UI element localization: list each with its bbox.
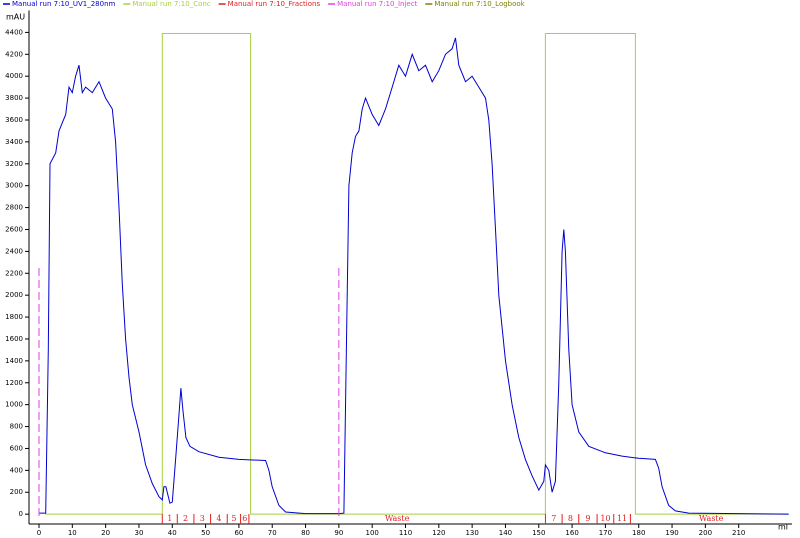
x-tick-label: 0 (37, 529, 41, 537)
x-axis-label: ml (778, 523, 788, 532)
y-tick-label: 600 (10, 444, 23, 452)
y-tick-label: 2600 (5, 225, 23, 233)
y-tick-label: 1400 (5, 357, 23, 365)
x-tick-label: 170 (599, 529, 612, 537)
x-tick-label: 50 (201, 529, 210, 537)
fraction-label: 3 (200, 514, 205, 523)
y-tick-label: 3400 (5, 138, 23, 146)
x-tick-label: 40 (168, 529, 177, 537)
y-tick-label: 2000 (5, 291, 23, 299)
x-tick-label: 60 (234, 529, 243, 537)
x-tick-label: 160 (565, 529, 578, 537)
y-tick-label: 2400 (5, 247, 23, 255)
series-line (39, 37, 789, 515)
legend-label: Manual run 7:10_Logbook (434, 0, 525, 8)
x-tick-label: 20 (101, 529, 110, 537)
x-tick-label: 180 (632, 529, 645, 537)
fraction-label: 9 (585, 514, 590, 523)
x-tick-label: 80 (301, 529, 310, 537)
series-line (45, 33, 789, 515)
y-tick-label: 200 (10, 488, 23, 496)
y-tick-label: 2200 (5, 269, 23, 277)
fraction-label: Waste (385, 514, 410, 523)
fraction-label: 5 (231, 514, 236, 523)
y-tick-label: 0 (19, 510, 23, 518)
fraction-label: 4 (216, 514, 221, 523)
y-tick-label: 800 (10, 423, 23, 431)
y-tick-label: 1600 (5, 335, 23, 343)
x-tick-label: 90 (334, 529, 343, 537)
legend-label: Manual run 7:10_Inject (337, 0, 417, 8)
y-tick-label: 1200 (5, 379, 23, 387)
fraction-label: 7 (551, 514, 556, 523)
fraction-label: 6 (242, 514, 247, 523)
y-tick-label: 1800 (5, 313, 23, 321)
x-tick-label: 130 (465, 529, 478, 537)
legend-label: Manual run 7:10_Conc (132, 0, 210, 8)
x-tick-label: 190 (665, 529, 678, 537)
x-tick-label: 120 (432, 529, 445, 537)
legend-label: Manual run 7:10_UV1_280nm (12, 0, 116, 8)
x-tick-label: 150 (532, 529, 545, 537)
y-tick-label: 1000 (5, 401, 23, 409)
x-tick-label: 10 (68, 529, 77, 537)
fraction-label: 2 (183, 514, 188, 523)
y-tick-label: 2800 (5, 204, 23, 212)
y-axis-label: mAU (6, 13, 25, 22)
y-tick-label: 3600 (5, 116, 23, 124)
x-tick-label: 70 (268, 529, 277, 537)
y-tick-label: 3000 (5, 182, 23, 190)
y-tick-label: 4200 (5, 50, 23, 58)
y-tick-label: 3200 (5, 160, 23, 168)
y-tick-label: 4000 (5, 72, 23, 80)
x-tick-label: 210 (732, 529, 745, 537)
x-tick-label: 100 (365, 529, 378, 537)
fraction-label: 11 (617, 514, 627, 523)
fraction-label: 8 (568, 514, 573, 523)
x-tick-label: 30 (134, 529, 143, 537)
x-tick-label: 110 (399, 529, 412, 537)
fraction-label: 1 (167, 514, 172, 523)
y-tick-label: 4400 (5, 28, 23, 36)
y-tick-label: 3800 (5, 94, 23, 102)
legend-label: Manual run 7:10_Fractions (228, 0, 321, 8)
x-tick-label: 200 (699, 529, 712, 537)
x-tick-label: 140 (499, 529, 512, 537)
fraction-label: Waste (699, 514, 724, 523)
y-tick-label: 400 (10, 466, 23, 474)
fraction-label: 10 (600, 514, 610, 523)
